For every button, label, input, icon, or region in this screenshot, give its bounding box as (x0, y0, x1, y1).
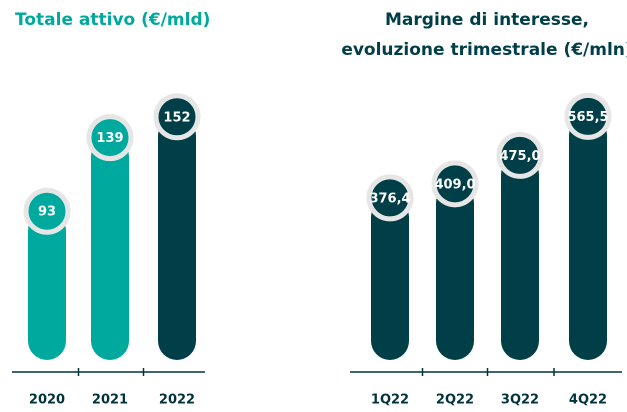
bar (28, 211, 66, 360)
bar (501, 155, 539, 360)
chart-title: Totale attivo (€/mld) (15, 10, 210, 30)
x-tick-label: 2022 (159, 393, 195, 408)
value-label: 376,4 (369, 191, 410, 206)
value-badge (366, 174, 414, 222)
x-tick-label: 2Q22 (436, 393, 474, 408)
value-badge (153, 93, 201, 141)
x-tick-label: 4Q22 (569, 393, 607, 408)
x-tick-label: 2021 (92, 393, 128, 408)
value-label: 409,0 (434, 177, 475, 192)
chart-title: evoluzione trimestrale (€/mln) (341, 40, 627, 60)
chart-title: Margine di interesse, (385, 10, 589, 30)
bar (569, 116, 607, 361)
value-badge (23, 187, 71, 235)
value-badge (564, 92, 612, 140)
x-tick-label: 3Q22 (501, 393, 539, 408)
value-label: 93 (38, 205, 56, 220)
value-badge (496, 131, 544, 179)
x-tick-label: 1Q22 (371, 393, 409, 408)
value-label: 152 (163, 110, 190, 125)
value-label: 475,0 (499, 149, 540, 164)
bar (436, 183, 474, 360)
x-tick-label: 2020 (29, 393, 65, 408)
bar (158, 116, 196, 360)
bar (91, 137, 129, 360)
bar (371, 197, 409, 360)
value-badge (431, 160, 479, 208)
value-label: 139 (96, 131, 123, 146)
value-badge (86, 114, 134, 162)
value-label: 565,5 (567, 110, 608, 125)
